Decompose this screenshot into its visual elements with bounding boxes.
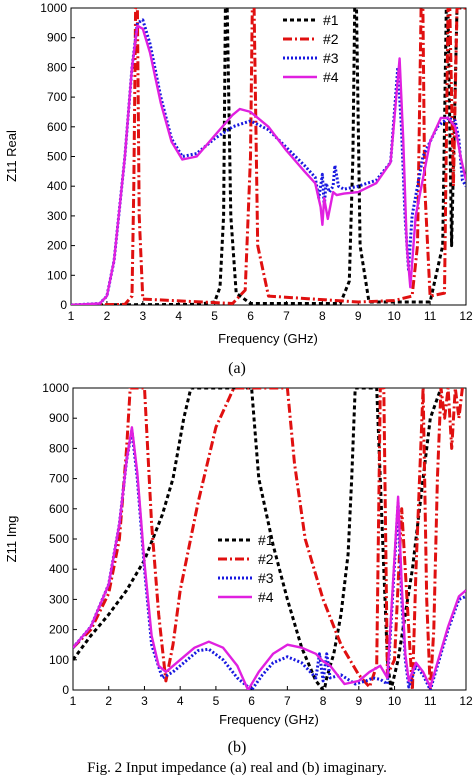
x-tick-label: 9 — [355, 694, 362, 708]
x-tick-label: 9 — [355, 309, 362, 323]
legend-label-1: #1 — [323, 12, 339, 28]
y-tick-label: 200 — [47, 239, 67, 253]
y-tick-label: 500 — [49, 532, 69, 546]
y-axis-label-imaginary: Z11 Img — [4, 516, 19, 563]
series-line-2 — [71, 8, 466, 305]
y-tick-label: 700 — [47, 90, 67, 104]
y-tick-label: 300 — [47, 209, 67, 223]
x-tick-label: 1 — [68, 309, 75, 323]
x-tick-label: 7 — [284, 694, 291, 708]
y-tick-label: 0 — [62, 683, 69, 697]
y-axis-label-real: Z11 Real — [4, 130, 19, 182]
y-tick-label: 800 — [47, 60, 67, 74]
y-tick-label: 500 — [47, 150, 67, 164]
x-tick-label: 8 — [319, 309, 326, 323]
series-line-4 — [71, 24, 466, 305]
y-tick-label: 300 — [49, 592, 69, 606]
y-tick-label: 600 — [49, 502, 69, 516]
series-line-3 — [71, 18, 466, 305]
legend-label-2: #2 — [258, 551, 274, 567]
y-tick-label: 1000 — [42, 381, 69, 395]
series-line-1 — [71, 8, 466, 305]
y-tick-label: 100 — [47, 268, 67, 282]
x-tick-label: 8 — [320, 694, 327, 708]
legend-label-2: #2 — [323, 31, 339, 47]
x-tick-label: 1 — [70, 694, 77, 708]
y-tick-label: 600 — [47, 120, 67, 134]
y-tick-label: 400 — [49, 562, 69, 576]
legend-label-4: #4 — [258, 589, 274, 605]
legend-label-3: #3 — [323, 50, 339, 66]
chart-imaginary: 1 2 3 4 5 6 7 8 9 10 11 120100200300400500600700800… — [4, 381, 473, 727]
x-tick-label: 4 — [175, 309, 182, 323]
x-tick-label: 5 — [213, 694, 220, 708]
y-tick-label: 400 — [47, 179, 67, 193]
x-axis-label-imaginary: Frequency (GHz) — [219, 712, 319, 727]
x-tick-label: 10 — [388, 309, 402, 323]
x-tick-label: 5 — [211, 309, 218, 323]
x-tick-label: 3 — [141, 694, 148, 708]
x-tick-label: 6 — [247, 309, 254, 323]
panel-a-label: (a) — [228, 360, 246, 377]
legend-real: #1 #2 #3 #4 — [283, 12, 339, 85]
x-tick-label: 12 — [459, 694, 473, 708]
x-tick-label: 12 — [459, 309, 473, 323]
y-tick-label: 1000 — [40, 1, 67, 15]
y-tick-label: 200 — [49, 623, 69, 637]
x-tick-label: 2 — [104, 309, 111, 323]
series-line-2 — [73, 388, 466, 690]
x-tick-label: 7 — [283, 309, 290, 323]
x-tick-label: 3 — [139, 309, 146, 323]
series-line-1 — [73, 388, 443, 690]
legend-label-3: #3 — [258, 570, 274, 586]
x-tick-label: 11 — [424, 309, 437, 323]
figure-canvas: 1 2 3 4 5 6 7 8 9 10 11 120100200300400500600700800… — [4, 1, 473, 756]
x-tick-label: 2 — [105, 694, 112, 708]
y-tick-label: 800 — [49, 441, 69, 455]
series-line-4 — [73, 426, 466, 690]
panel-b-label: (b) — [228, 739, 247, 756]
y-tick-label: 700 — [49, 472, 69, 486]
legend-label-1: #1 — [258, 532, 274, 548]
x-tick-label: 10 — [388, 694, 402, 708]
legend-label-4: #4 — [323, 69, 339, 85]
y-tick-label: 100 — [49, 653, 69, 667]
x-axis-label-real: Frequency (GHz) — [218, 331, 318, 346]
x-tick-label: 4 — [177, 694, 184, 708]
legend-imaginary: #1 #2 #3 #4 — [218, 532, 274, 605]
y-tick-label: 0 — [60, 298, 67, 312]
x-tick-label: 6 — [248, 694, 255, 708]
figure-caption: Fig. 2 Input impedance (a) real and (b) … — [87, 760, 387, 776]
chart-real: 1 2 3 4 5 6 7 8 9 10 11 120100200300400500600700800… — [4, 1, 473, 346]
x-tick-label: 11 — [424, 694, 437, 708]
y-tick-label: 900 — [49, 411, 69, 425]
y-tick-label: 900 — [47, 31, 67, 45]
